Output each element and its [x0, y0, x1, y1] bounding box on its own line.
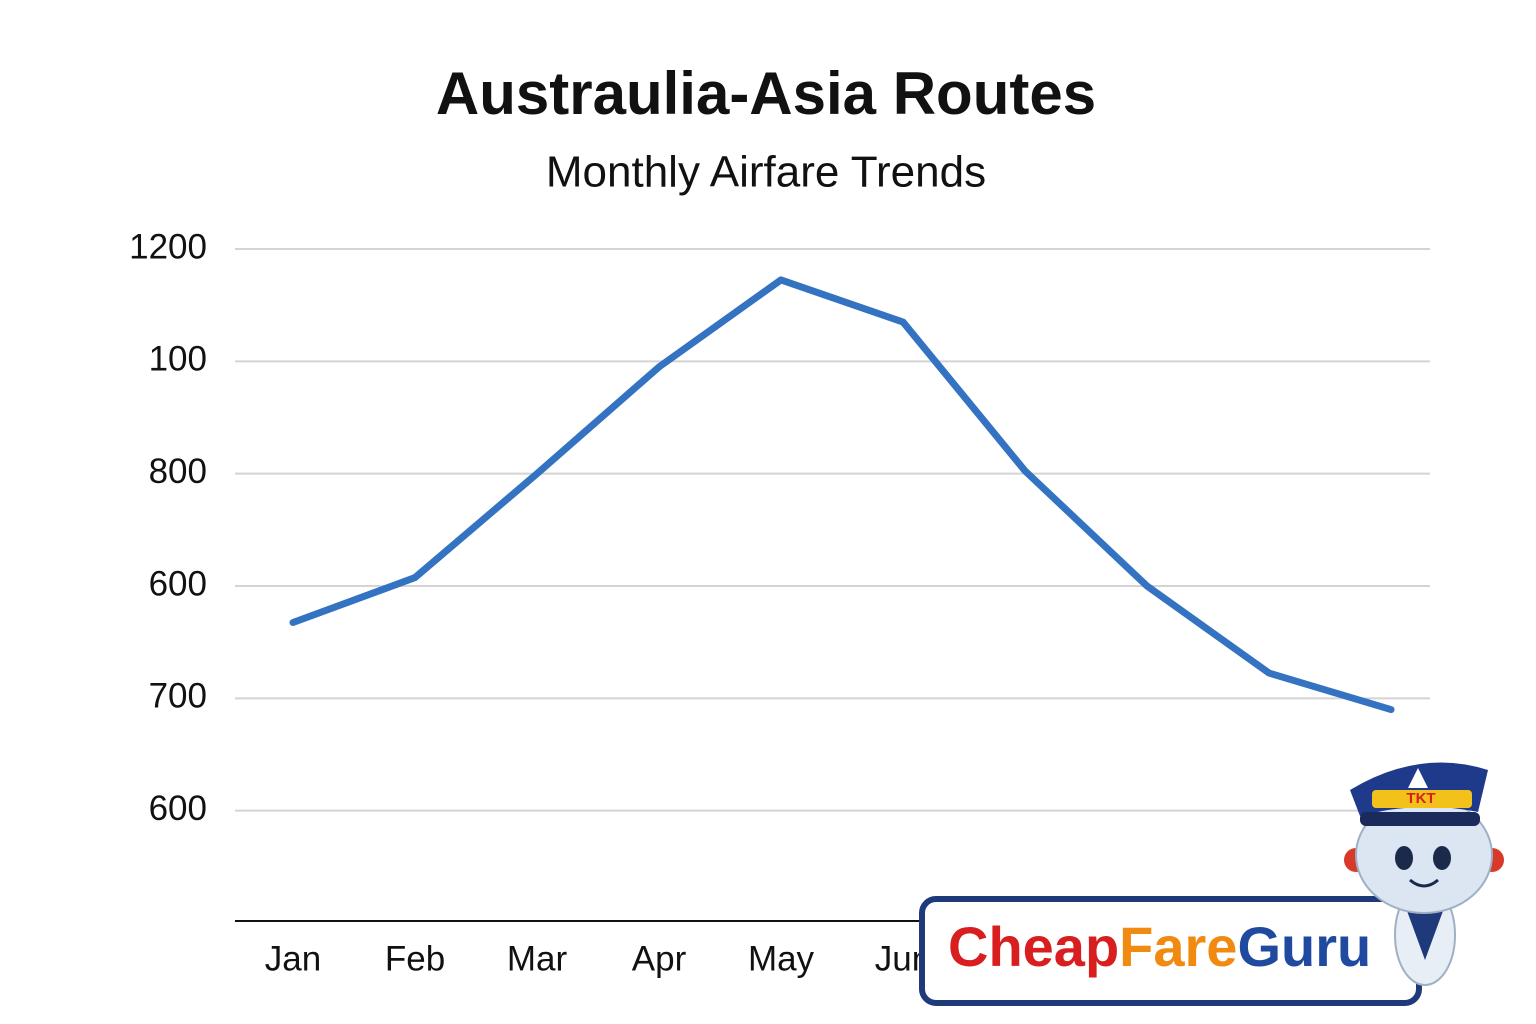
mascot-tie [1403, 900, 1447, 960]
y-tick-label: 600 [149, 564, 207, 603]
y-tick-label: 700 [149, 677, 207, 716]
y-tick-label: 800 [149, 452, 207, 491]
x-tick-label: Jan [265, 939, 321, 978]
logo: CheapFareGuru TKT [919, 762, 1504, 1006]
mascot: TKT [1344, 762, 1504, 986]
logo-text: CheapFareGuru [948, 915, 1371, 978]
x-tick-label: Feb [385, 939, 445, 978]
x-tick-label: Apr [632, 939, 687, 978]
line-series [289, 276, 1395, 714]
mascot-emblem [1408, 768, 1428, 788]
x-tick-label: May [748, 939, 815, 978]
x-tick-label: Mar [507, 939, 568, 978]
mascot-eye [1433, 846, 1451, 870]
mascot-visor [1360, 812, 1480, 826]
y-tick-label: 100 [149, 340, 207, 379]
chart-subtitle: Monthly Airfare Trends [546, 148, 986, 197]
mascot-hatband [1372, 790, 1472, 808]
chart-title: Austraulia-Asia Routes [436, 60, 1096, 127]
y-tick-label: 1200 [129, 227, 207, 266]
grid: 1200 100 800 600 700 600 [129, 227, 1430, 828]
mascot-smile [1409, 878, 1439, 888]
mascot-eye [1395, 846, 1413, 870]
y-tick-label: 600 [149, 789, 207, 828]
logo-word: Guru [1237, 915, 1371, 978]
plot: Jan Feb Mar Apr May Jun [265, 276, 1395, 978]
logo-word: Fare [1119, 915, 1237, 978]
mascot-badge: TKT [1406, 790, 1435, 807]
logo-word: Cheap [948, 915, 1119, 978]
